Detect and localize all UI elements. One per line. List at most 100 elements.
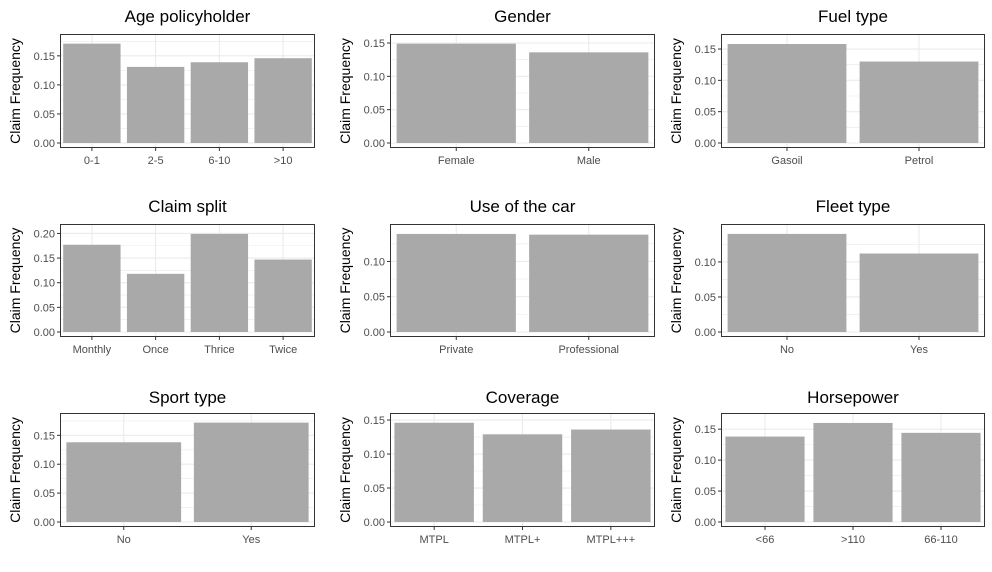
x-tick-label: Professional xyxy=(558,344,619,356)
bar xyxy=(126,273,185,332)
facet-panel: 0.00 0.05 0.10 0.15 MTPL MTPL+ MTPL+++ Coverage… xyxy=(337,388,655,546)
bar xyxy=(813,422,893,522)
y-tick-label: 0.05 xyxy=(695,292,716,304)
panel-title: Coverage xyxy=(486,388,560,407)
bar xyxy=(254,259,312,332)
y-tick-label: 0.10 xyxy=(34,459,55,471)
facet-panel: 0.00 0.05 0.10 No Yes Fleet type Claim Frequen… xyxy=(668,197,985,356)
y-axis-label: Claim Frequency xyxy=(668,417,684,523)
y-tick-label: 0.00 xyxy=(34,327,55,339)
bar xyxy=(63,244,121,332)
bar xyxy=(63,43,121,144)
x-tick-label: Once xyxy=(142,344,168,356)
y-tick-label: 0.20 xyxy=(34,228,55,240)
x-tick-label: 6-10 xyxy=(208,155,230,167)
facet-panel: 0.00 0.05 0.10 0.15 0.20 Monthly Once Thrice Twi… xyxy=(7,197,315,356)
y-axis-label: Claim Frequency xyxy=(337,417,353,523)
bar xyxy=(571,429,651,522)
bar xyxy=(859,253,979,332)
facet-panel: 0.00 0.05 0.10 0.15 <66 >110 66-110 Horsepower C… xyxy=(668,388,985,546)
y-tick-label: 0.10 xyxy=(364,71,385,83)
panel-border xyxy=(390,34,655,148)
panel-border xyxy=(721,34,985,148)
x-tick-label: >110 xyxy=(841,534,865,546)
bar xyxy=(725,436,805,522)
x-tick-label: Yes xyxy=(242,534,260,546)
x-tick-label: <66 xyxy=(756,534,775,546)
panel-border xyxy=(60,34,315,148)
bar xyxy=(901,432,981,522)
panel-title: Gender xyxy=(494,7,551,26)
x-tick-label: 0-1 xyxy=(84,155,100,167)
bar xyxy=(859,61,979,144)
bar xyxy=(482,434,563,522)
y-tick-label: 0.10 xyxy=(695,75,716,87)
y-tick-label: 0.15 xyxy=(34,430,55,442)
x-tick-label: Gasoil xyxy=(771,155,802,167)
x-tick-label: No xyxy=(117,534,131,546)
y-tick-label: 0.10 xyxy=(364,449,385,461)
y-tick-label: 0.15 xyxy=(695,44,716,56)
y-tick-label: 0.10 xyxy=(34,278,55,290)
y-tick-label: 0.05 xyxy=(695,486,716,498)
bar xyxy=(193,422,309,522)
facet-panel: 0.00 0.05 0.10 0.15 Female Male Gender Claim Fr… xyxy=(337,7,655,167)
x-tick-label: Monthly xyxy=(73,344,112,356)
y-tick-label: 0.10 xyxy=(34,80,55,92)
panel-title: Fleet type xyxy=(816,197,891,216)
facet-panel: 0.00 0.05 0.10 0.15 Gasoil Petrol Fuel type Cla… xyxy=(668,7,985,167)
y-tick-label: 0.05 xyxy=(364,105,385,117)
bar xyxy=(254,58,312,143)
panel-border xyxy=(390,413,655,527)
y-tick-label: 0.15 xyxy=(364,415,385,427)
x-tick-label: 66-110 xyxy=(924,534,957,546)
facet-panel: 0.00 0.05 0.10 Private Professional Use of th… xyxy=(337,197,655,356)
bar xyxy=(126,66,185,143)
x-tick-label: MTPL+++ xyxy=(587,534,636,546)
y-axis-label: Claim Frequency xyxy=(7,38,23,144)
y-tick-label: 0.15 xyxy=(34,51,55,63)
x-tick-label: Yes xyxy=(910,344,928,356)
y-tick-label: 0.00 xyxy=(34,517,55,529)
x-tick-label: Female xyxy=(438,155,475,167)
panel-title: Horsepower xyxy=(807,388,899,407)
panel-title: Sport type xyxy=(149,388,227,407)
x-tick-label: MTPL+ xyxy=(505,534,541,546)
x-tick-label: Thrice xyxy=(204,344,235,356)
panel-border xyxy=(60,224,315,337)
bar xyxy=(396,233,516,332)
bar xyxy=(190,62,249,144)
y-tick-label: 0.15 xyxy=(364,38,385,50)
y-axis-label: Claim Frequency xyxy=(337,38,353,144)
y-tick-label: 0.05 xyxy=(364,483,385,495)
panel-border xyxy=(721,413,985,527)
x-tick-label: Male xyxy=(577,155,601,167)
x-tick-label: Petrol xyxy=(905,155,934,167)
panel-border xyxy=(60,413,315,527)
bar xyxy=(727,44,847,143)
bar xyxy=(190,233,249,332)
y-tick-label: 0.05 xyxy=(695,107,716,119)
y-tick-label: 0.10 xyxy=(364,256,385,268)
facet-panel: 0.00 0.05 0.10 0.15 No Yes Sport type Claim Fre… xyxy=(7,388,315,546)
y-tick-label: 0.05 xyxy=(34,109,55,121)
x-tick-label: Twice xyxy=(269,344,297,356)
y-axis-label: Claim Frequency xyxy=(7,417,23,523)
y-tick-label: 0.15 xyxy=(34,253,55,265)
y-tick-label: 0.10 xyxy=(695,455,716,467)
panel-title: Fuel type xyxy=(818,7,888,26)
bar xyxy=(394,422,474,522)
y-tick-label: 0.15 xyxy=(695,424,716,436)
panel-title: Claim split xyxy=(148,197,227,216)
y-tick-label: 0.05 xyxy=(34,488,55,500)
y-tick-label: 0.10 xyxy=(695,257,716,269)
y-tick-label: 0.00 xyxy=(364,138,385,150)
x-tick-label: >10 xyxy=(274,155,293,167)
y-tick-label: 0.00 xyxy=(695,327,716,339)
y-axis-label: Claim Frequency xyxy=(668,38,684,144)
panel-title: Use of the car xyxy=(470,197,576,216)
bar xyxy=(529,234,649,332)
bar xyxy=(66,442,182,522)
x-tick-label: MTPL xyxy=(419,534,448,546)
